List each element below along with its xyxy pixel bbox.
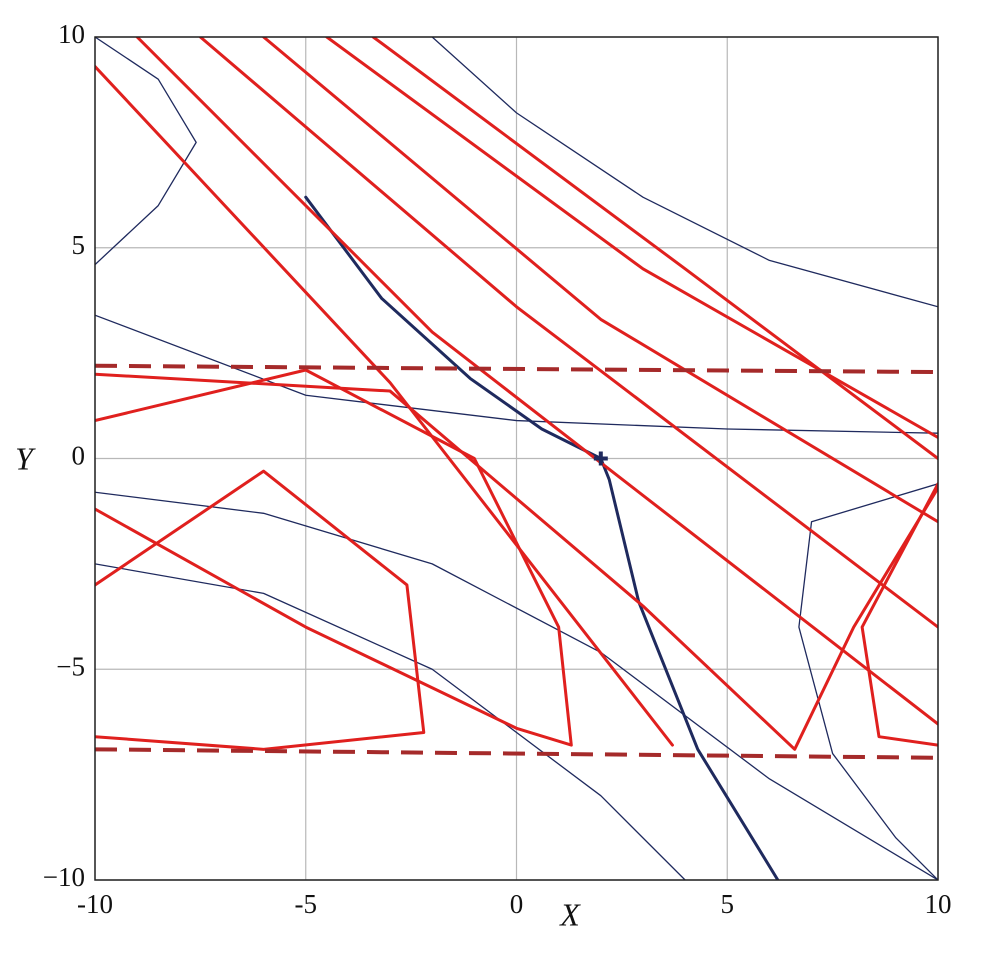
y-tick-label: 5	[72, 230, 86, 260]
x-tick-label: -10	[77, 889, 113, 919]
x-axis-label: X	[558, 896, 581, 932]
curve	[95, 469, 426, 751]
curve	[262, 37, 938, 524]
curve	[95, 491, 938, 880]
curve	[860, 482, 938, 747]
curve	[798, 483, 938, 880]
curve	[198, 37, 938, 629]
y-tick-label: −10	[43, 862, 85, 892]
curve	[431, 37, 938, 308]
curve	[371, 37, 938, 460]
y-tick-label: −5	[56, 651, 85, 681]
curve	[325, 37, 938, 439]
curve	[95, 37, 197, 266]
curve	[135, 37, 938, 726]
y-tick-label: 0	[72, 441, 86, 471]
plot-frame	[94, 36, 939, 881]
dashed-line	[95, 363, 938, 375]
curve	[95, 563, 686, 880]
y-tick-label: 10	[58, 19, 85, 49]
y-axis-label: Y	[15, 440, 36, 476]
x-tick-label: 0	[510, 889, 524, 919]
x-tick-label: 5	[721, 889, 735, 919]
plot-area	[95, 37, 938, 880]
curve	[95, 372, 938, 751]
curve	[95, 368, 573, 747]
curve	[95, 65, 674, 747]
dashed-line	[95, 747, 938, 760]
curve	[304, 195, 780, 880]
x-tick-label: 10	[925, 889, 952, 919]
marker	[593, 451, 608, 466]
x-tick-label: -5	[295, 889, 318, 919]
